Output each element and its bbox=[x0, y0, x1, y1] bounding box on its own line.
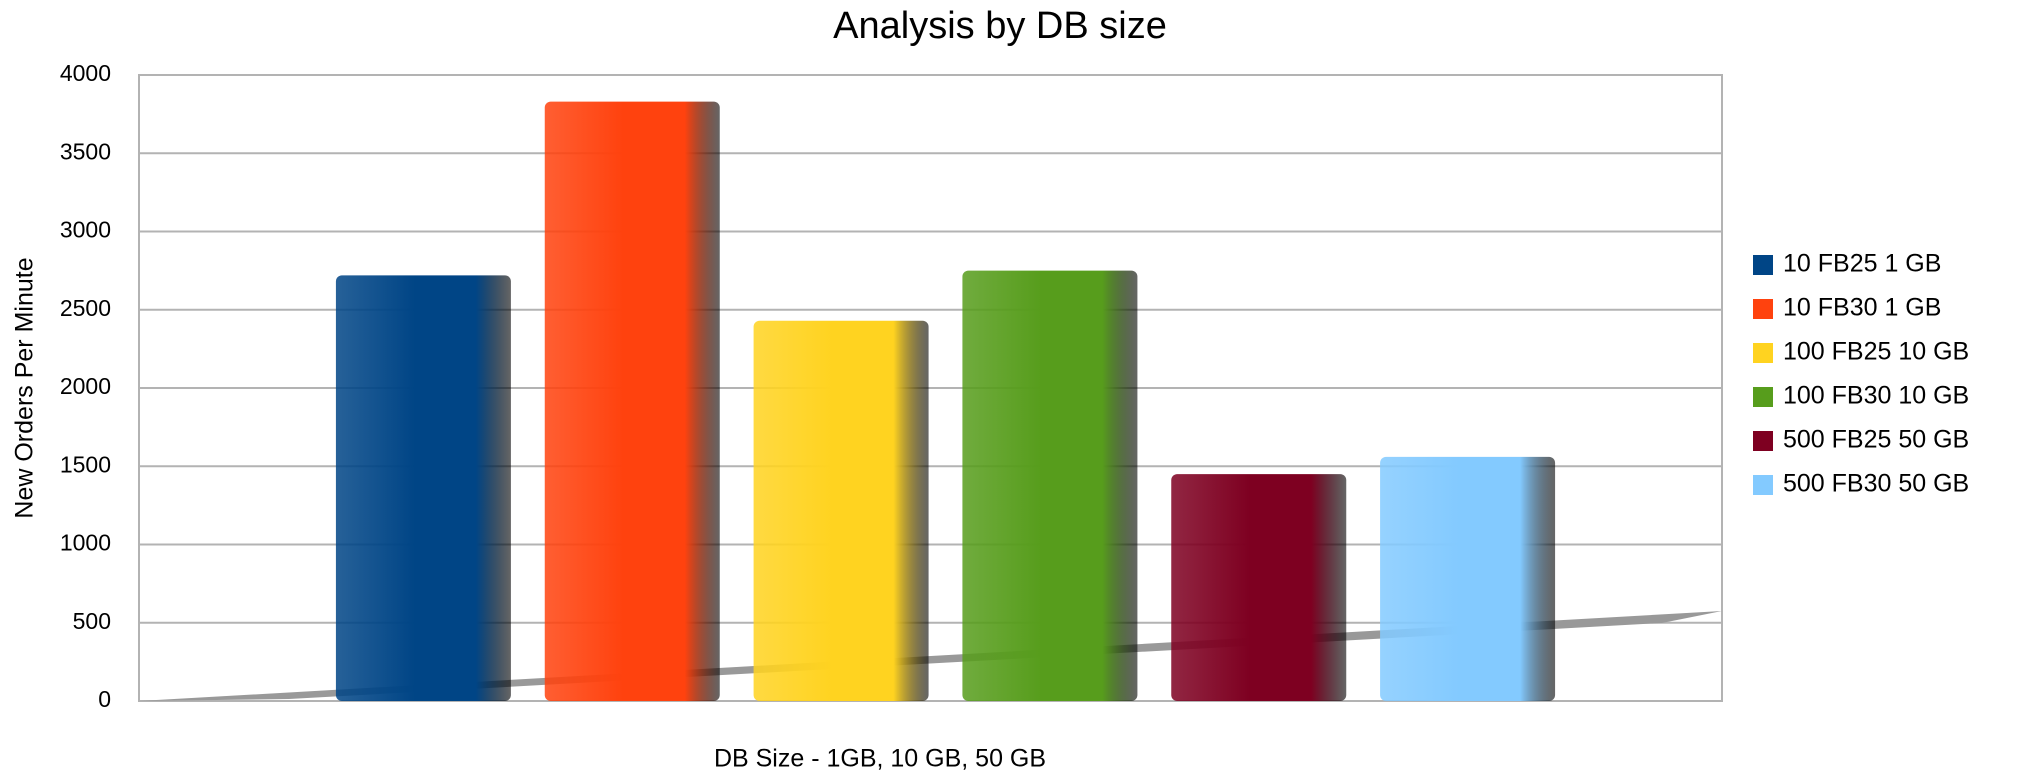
y-tick-label: 0 bbox=[98, 686, 111, 712]
x-axis-label: DB Size - 1GB, 10 GB, 50 GB bbox=[714, 745, 1046, 773]
y-tick-label: 500 bbox=[73, 608, 111, 634]
y-tick-label: 2000 bbox=[60, 373, 111, 399]
legend-swatch bbox=[1753, 431, 1773, 451]
legend-swatch bbox=[1753, 343, 1773, 363]
bar bbox=[962, 270, 1138, 701]
legend-label: 10 FB25 1 GB bbox=[1783, 250, 1941, 278]
y-tick-label: 3000 bbox=[60, 217, 111, 243]
bar bbox=[1380, 456, 1556, 701]
legend-label: 100 FB30 10 GB bbox=[1783, 382, 1969, 410]
y-tick-label: 3500 bbox=[60, 138, 111, 164]
legend-swatch bbox=[1753, 255, 1773, 275]
bar bbox=[753, 320, 929, 701]
chart-title: Analysis by DB size bbox=[833, 5, 1167, 47]
legend-label: 500 FB30 50 GB bbox=[1783, 470, 1969, 498]
y-tick-label: 1000 bbox=[60, 530, 111, 556]
legend-swatch bbox=[1753, 475, 1773, 495]
legend-label: 500 FB25 50 GB bbox=[1783, 426, 1969, 454]
bar bbox=[1171, 474, 1347, 701]
y-tick-label: 4000 bbox=[60, 60, 111, 86]
legend-swatch bbox=[1753, 299, 1773, 319]
legend-label: 10 FB30 1 GB bbox=[1783, 294, 1941, 322]
y-axis-label: New Orders Per Minute bbox=[11, 257, 39, 518]
legend-label: 100 FB25 10 GB bbox=[1783, 338, 1969, 366]
y-tick-label: 1500 bbox=[60, 451, 111, 477]
bar bbox=[335, 275, 511, 701]
y-tick-label: 2500 bbox=[60, 295, 111, 321]
bar bbox=[544, 101, 720, 702]
legend-swatch bbox=[1753, 387, 1773, 407]
